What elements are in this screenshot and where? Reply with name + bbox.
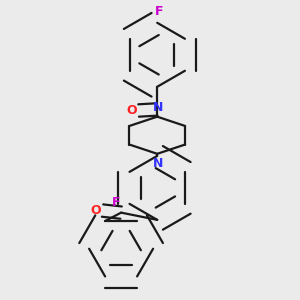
Text: O: O: [126, 104, 137, 117]
Text: N: N: [153, 157, 164, 170]
Text: F: F: [155, 4, 164, 18]
Text: O: O: [90, 204, 101, 217]
Text: N: N: [153, 100, 164, 114]
Text: F: F: [112, 196, 120, 209]
